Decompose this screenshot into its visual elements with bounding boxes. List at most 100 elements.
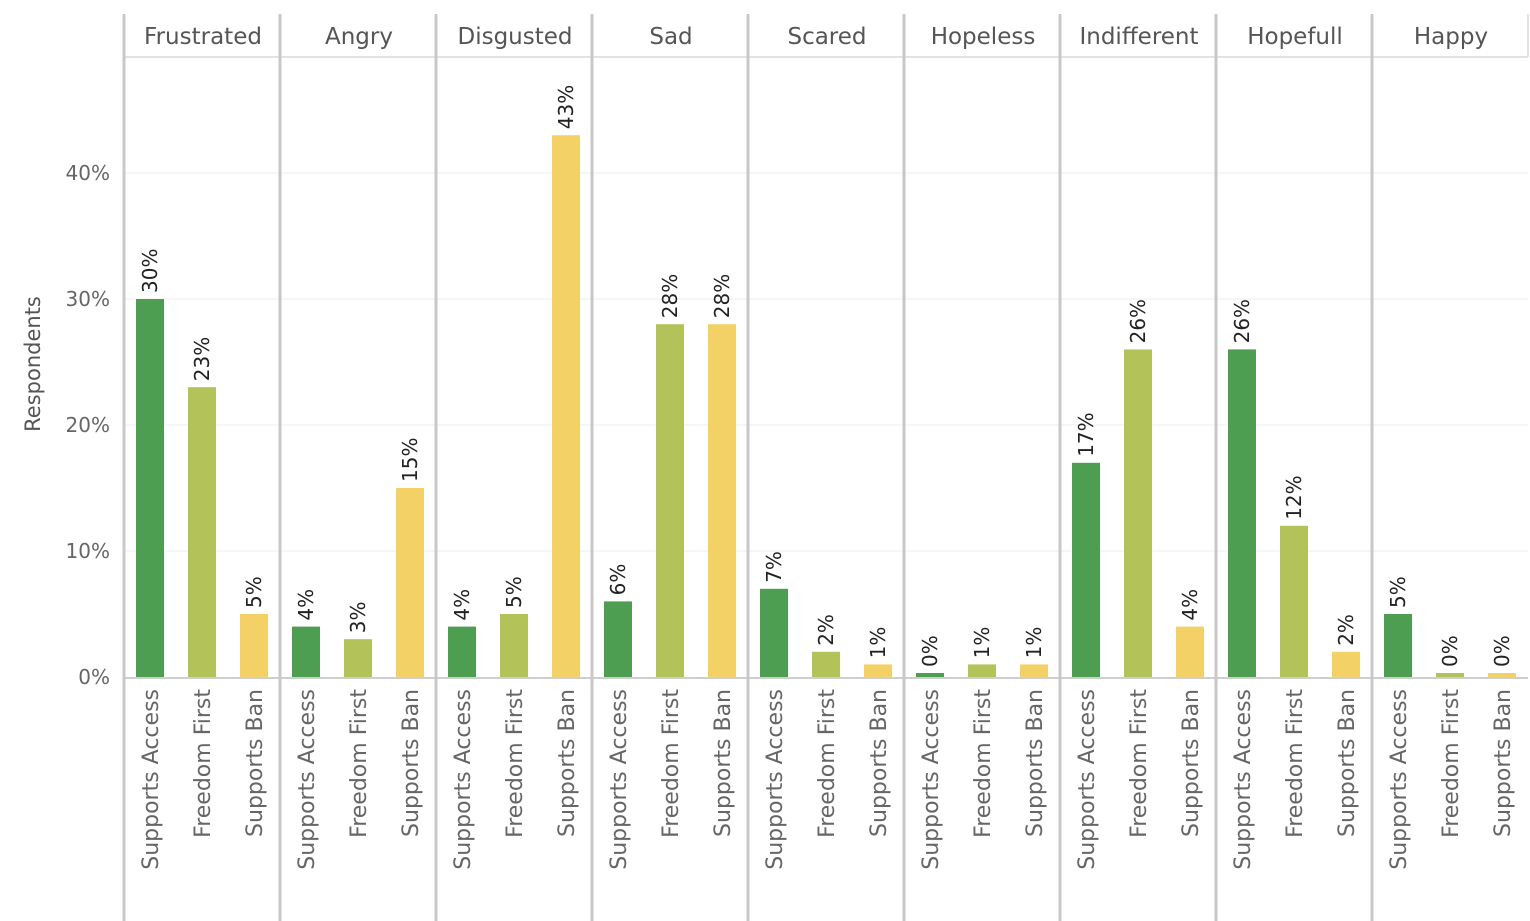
x-category-label: Supports Ban: [711, 689, 736, 837]
bar-happy-supports-ban: [1488, 673, 1516, 677]
text-layer: 0% 10% 20% 30% 40% Frustrated 30% Supports Acce…: [66, 24, 1516, 870]
bar-sad-supports-access: [604, 601, 632, 677]
bar-frustrated-freedom-first: [188, 387, 216, 677]
data-label: 4%: [294, 589, 318, 621]
data-label: 43%: [554, 85, 578, 129]
data-label: 5%: [502, 576, 526, 608]
data-label: 30%: [138, 249, 162, 293]
data-label: 12%: [1282, 475, 1306, 519]
bar-hopeless-freedom-first: [968, 664, 996, 677]
x-category-label: Freedom First: [503, 689, 528, 838]
x-category-label: Supports Ban: [555, 689, 580, 837]
data-label: 3%: [346, 601, 370, 633]
data-label: 15%: [398, 438, 422, 482]
x-category-label: Supports Ban: [243, 689, 268, 837]
frame-layer: [122, 14, 1529, 921]
panel-title-frustrated: Frustrated: [144, 24, 262, 50]
x-category-label: Freedom First: [191, 689, 216, 838]
bar-hopefull-supports-access: [1228, 349, 1256, 677]
x-category-label: Supports Ban: [1491, 689, 1516, 837]
bar-disgusted-freedom-first: [500, 614, 528, 677]
y-tick-label: 0%: [78, 665, 110, 689]
x-category-label: Supports Access: [451, 689, 476, 870]
x-category-label: Supports Access: [1387, 689, 1412, 870]
panel-title-disgusted: Disgusted: [457, 24, 572, 50]
panel-title-sad: Sad: [649, 24, 692, 50]
x-category-label: Supports Access: [1231, 689, 1256, 870]
data-label: 4%: [450, 589, 474, 621]
x-category-label: Supports Ban: [1335, 689, 1360, 837]
panel-title-hopefull: Hopefull: [1247, 24, 1343, 50]
bar-happy-freedom-first: [1436, 673, 1464, 677]
bar-scared-supports-access: [760, 588, 788, 677]
data-label: 28%: [658, 274, 682, 318]
data-label: 7%: [762, 551, 786, 583]
panel-title-angry: Angry: [325, 24, 393, 50]
bar-disgusted-supports-access: [448, 626, 476, 677]
x-category-label: Supports Access: [919, 689, 944, 870]
bar-hopeless-supports-access: [916, 673, 944, 677]
bar-hopefull-freedom-first: [1280, 525, 1308, 677]
bar-hopeless-supports-ban: [1020, 664, 1048, 677]
data-label: 0%: [1438, 635, 1462, 667]
data-label: 17%: [1074, 412, 1098, 456]
x-category-label: Freedom First: [1439, 689, 1464, 838]
data-label: 5%: [1386, 576, 1410, 608]
bar-hopefull-supports-ban: [1332, 651, 1360, 677]
data-label: 0%: [1490, 635, 1514, 667]
x-category-label: Supports Access: [763, 689, 788, 870]
data-label: 4%: [1178, 589, 1202, 621]
bar-happy-supports-access: [1384, 614, 1412, 677]
data-label: 26%: [1230, 299, 1254, 343]
x-category-label: Freedom First: [659, 689, 684, 838]
bar-sad-supports-ban: [708, 324, 736, 677]
y-tick-label: 20%: [66, 413, 110, 437]
bar-sad-freedom-first: [656, 324, 684, 677]
bar-disgusted-supports-ban: [552, 135, 580, 677]
data-label: 2%: [1334, 614, 1358, 646]
data-label: 5%: [242, 576, 266, 608]
x-category-label: Supports Access: [607, 689, 632, 870]
panel-title-scared: Scared: [787, 24, 866, 50]
data-label: 1%: [866, 627, 890, 659]
bar-frustrated-supports-access: [136, 299, 164, 677]
data-label: 26%: [1126, 299, 1150, 343]
y-tick-label: 10%: [66, 539, 110, 563]
data-label: 28%: [710, 274, 734, 318]
x-category-label: Supports Access: [1075, 689, 1100, 870]
bar-indifferent-supports-ban: [1176, 626, 1204, 677]
x-category-label: Supports Ban: [1023, 689, 1048, 837]
bar-scared-freedom-first: [812, 651, 840, 677]
panel-title-hopeless: Hopeless: [931, 24, 1036, 50]
x-category-label: Supports Ban: [1179, 689, 1204, 837]
data-label: 2%: [814, 614, 838, 646]
data-label: 0%: [918, 635, 942, 667]
data-label: 6%: [606, 564, 630, 596]
x-category-label: Supports Access: [295, 689, 320, 870]
y-tick-label: 40%: [66, 161, 110, 185]
x-category-label: Freedom First: [1127, 689, 1152, 838]
x-category-label: Freedom First: [815, 689, 840, 838]
panel-title-happy: Happy: [1414, 24, 1488, 50]
x-category-label: Supports Ban: [867, 689, 892, 837]
x-category-label: Freedom First: [971, 689, 996, 838]
x-category-label: Supports Ban: [399, 689, 424, 837]
bar-scared-supports-ban: [864, 664, 892, 677]
x-category-label: Freedom First: [1283, 689, 1308, 838]
bar-angry-supports-access: [292, 626, 320, 677]
data-label: 1%: [970, 627, 994, 659]
x-category-label: Supports Access: [139, 689, 164, 870]
panel-title-indifferent: Indifferent: [1079, 24, 1198, 50]
bar-frustrated-supports-ban: [240, 614, 268, 677]
data-label: 23%: [190, 337, 214, 381]
data-label: 1%: [1022, 627, 1046, 659]
bars-layer: [136, 135, 1516, 677]
bar-angry-freedom-first: [344, 639, 372, 677]
bar-angry-supports-ban: [396, 488, 424, 677]
bar-indifferent-freedom-first: [1124, 349, 1152, 677]
grid-layer: [124, 172, 1528, 552]
x-category-label: Freedom First: [347, 689, 372, 838]
y-tick-label: 30%: [66, 287, 110, 311]
bar-indifferent-supports-access: [1072, 462, 1100, 677]
